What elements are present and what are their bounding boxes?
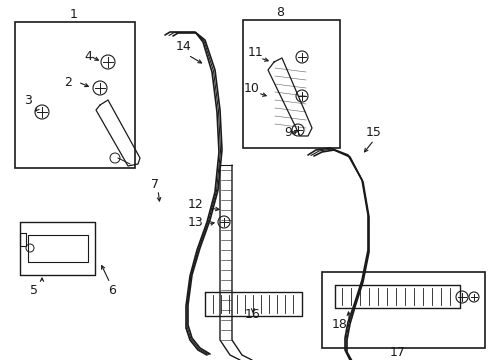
Text: 15: 15 bbox=[366, 126, 381, 139]
Text: 13: 13 bbox=[188, 216, 203, 229]
Text: 2: 2 bbox=[64, 76, 72, 89]
Text: 3: 3 bbox=[24, 94, 32, 107]
Text: 18: 18 bbox=[331, 319, 347, 332]
Text: 16: 16 bbox=[244, 309, 260, 321]
Bar bbox=[15, 22, 135, 168]
Text: 6: 6 bbox=[108, 284, 116, 297]
Text: 14: 14 bbox=[176, 40, 191, 54]
Text: 17: 17 bbox=[389, 346, 405, 360]
Text: 12: 12 bbox=[188, 198, 203, 211]
Text: 11: 11 bbox=[247, 46, 264, 59]
Text: 9: 9 bbox=[284, 126, 291, 139]
Text: 1: 1 bbox=[70, 8, 78, 21]
Text: 7: 7 bbox=[151, 179, 159, 192]
Text: 4: 4 bbox=[84, 49, 92, 63]
Text: 5: 5 bbox=[30, 284, 38, 297]
Text: 10: 10 bbox=[244, 81, 260, 94]
Bar bbox=[321, 272, 484, 348]
Text: 8: 8 bbox=[275, 6, 284, 19]
Bar bbox=[243, 20, 339, 148]
